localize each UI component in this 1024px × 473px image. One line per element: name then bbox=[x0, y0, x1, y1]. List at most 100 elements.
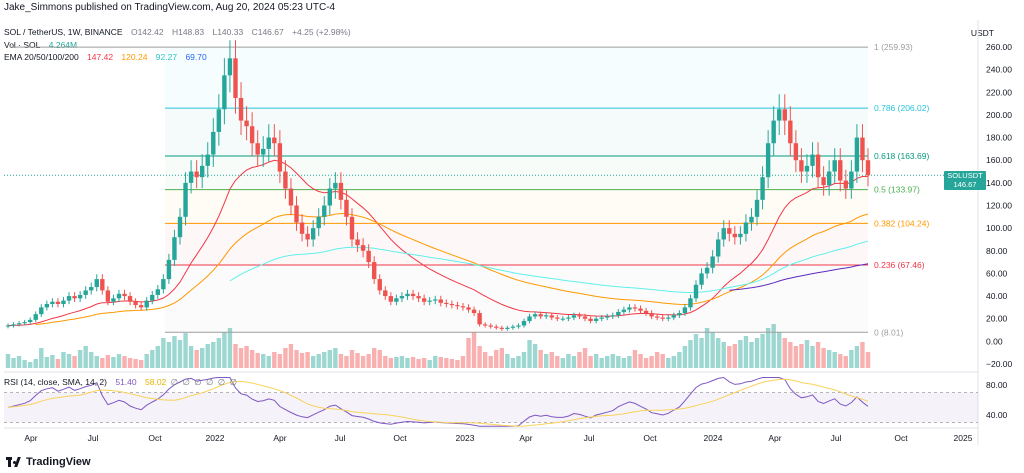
volume-bar bbox=[155, 346, 161, 368]
candle-body bbox=[216, 109, 222, 132]
candle-body bbox=[460, 306, 466, 308]
volume-bar bbox=[621, 358, 627, 368]
volume-bar bbox=[11, 358, 16, 368]
fib-zone bbox=[165, 156, 868, 190]
price-axis: 260.00 240.00 220.00 200.00 180.00 160.00 140.… bbox=[986, 42, 1013, 369]
candle-body bbox=[566, 317, 571, 319]
volume-bar bbox=[371, 348, 377, 368]
rsi-legend[interactable]: RSI (14, close, SMA, 14, 2) 51.40 58.02 … bbox=[4, 377, 237, 388]
volume-bar bbox=[183, 333, 188, 368]
volume-bar bbox=[360, 356, 366, 368]
volume-bar bbox=[94, 356, 99, 368]
candle-body bbox=[183, 182, 188, 217]
volume-bar bbox=[643, 358, 649, 368]
last-price-tag: SOLUSDT 146.67 5d 15h bbox=[944, 171, 986, 198]
candle-body bbox=[155, 289, 161, 295]
fib-label: 0.5 (133.97) bbox=[874, 185, 920, 195]
candle-body bbox=[688, 298, 693, 308]
candle-body bbox=[482, 324, 488, 326]
candle-body bbox=[638, 308, 643, 311]
symbol-legend[interactable]: SOL / TetherUS, 1W, BINANCE O142.42 H148… bbox=[4, 27, 351, 37]
symbol-title[interactable]: SOL / TetherUS, 1W, BINANCE bbox=[4, 27, 123, 37]
volume-bar bbox=[77, 350, 83, 368]
candle-body bbox=[738, 233, 743, 238]
volume-bar bbox=[433, 356, 438, 368]
candle-body bbox=[654, 316, 660, 318]
volume-bar bbox=[50, 355, 55, 368]
candle-body bbox=[288, 188, 294, 206]
volume-bar bbox=[227, 328, 233, 368]
publisher-caption: Jake_Simmons published on TradingView.co… bbox=[4, 2, 336, 13]
candle-body bbox=[299, 222, 305, 234]
volume-bar bbox=[188, 346, 194, 368]
candle-body bbox=[777, 109, 782, 121]
candle-body bbox=[249, 126, 255, 144]
candle-body bbox=[810, 154, 815, 166]
candle-body bbox=[377, 279, 382, 291]
price-tick-label: 100.00 bbox=[986, 223, 1012, 233]
candle-body bbox=[444, 302, 449, 304]
volume-bar bbox=[127, 358, 133, 368]
volume-bar bbox=[477, 346, 482, 368]
candle-body bbox=[643, 310, 649, 314]
tradingview-brand[interactable]: TradingView bbox=[6, 456, 91, 468]
price-tick-label: 220.00 bbox=[986, 87, 1012, 97]
price-tick-label: 200.00 bbox=[986, 110, 1012, 120]
candle-body bbox=[72, 296, 77, 299]
candle-body bbox=[5, 325, 11, 327]
price-tick-label: 60.00 bbox=[986, 268, 1008, 278]
candle-body bbox=[416, 296, 421, 299]
volume-bar bbox=[688, 340, 693, 368]
price-tick-label: 120.00 bbox=[986, 201, 1012, 211]
ohlc-close: C146.67 bbox=[251, 27, 284, 37]
volume-bar bbox=[494, 350, 499, 368]
volume-bar bbox=[288, 344, 294, 368]
ema-100-line bbox=[229, 240, 869, 294]
rsi-placeholder: ∅ bbox=[170, 377, 179, 387]
volume-bar bbox=[444, 358, 449, 368]
candle-body bbox=[16, 323, 22, 325]
candle-body bbox=[527, 316, 532, 321]
volume-bar bbox=[693, 334, 699, 368]
volume-bar bbox=[83, 346, 88, 368]
rsi-ma-line bbox=[7, 378, 869, 427]
candle-body bbox=[127, 296, 133, 302]
volume-bar bbox=[627, 356, 632, 368]
grid bbox=[4, 20, 979, 445]
volume-legend[interactable]: Vol · SOL 4.264M bbox=[4, 40, 77, 50]
volume-bar bbox=[72, 356, 77, 368]
ema-legend[interactable]: EMA 20/50/100/200 147.42 120.24 92.27 69… bbox=[4, 52, 207, 62]
candle-body bbox=[272, 137, 277, 144]
rsi-tick-label: 80.00 bbox=[986, 380, 1008, 390]
candle-body bbox=[488, 325, 493, 327]
volume-bar bbox=[222, 332, 227, 368]
ema20-value: 147.42 bbox=[87, 52, 114, 62]
candle-body bbox=[682, 307, 688, 314]
volume-bar bbox=[449, 359, 455, 368]
candle-body bbox=[89, 287, 94, 291]
candle-body bbox=[516, 325, 521, 327]
time-tick-label: Oct bbox=[894, 433, 908, 443]
candle-body bbox=[494, 326, 499, 328]
volume-bar bbox=[144, 354, 149, 368]
volume-bar bbox=[305, 352, 310, 368]
candle-body bbox=[632, 307, 638, 309]
candle-body bbox=[793, 143, 799, 161]
time-tick-label: Apr bbox=[273, 433, 286, 443]
candle-body bbox=[255, 143, 260, 155]
candle-body bbox=[405, 293, 410, 297]
candle-body bbox=[838, 160, 843, 181]
candle-body bbox=[39, 307, 44, 315]
candle-body bbox=[27, 319, 33, 323]
candle-body bbox=[588, 318, 593, 321]
candle-body bbox=[94, 279, 99, 288]
candle-body bbox=[666, 317, 671, 319]
volume-bar bbox=[649, 356, 654, 368]
volume-bar bbox=[166, 342, 172, 368]
fib-zone bbox=[165, 264, 868, 333]
candle-body bbox=[111, 298, 116, 302]
candle-body bbox=[344, 199, 349, 217]
candle-body bbox=[222, 75, 227, 110]
volume-bar bbox=[782, 338, 787, 368]
